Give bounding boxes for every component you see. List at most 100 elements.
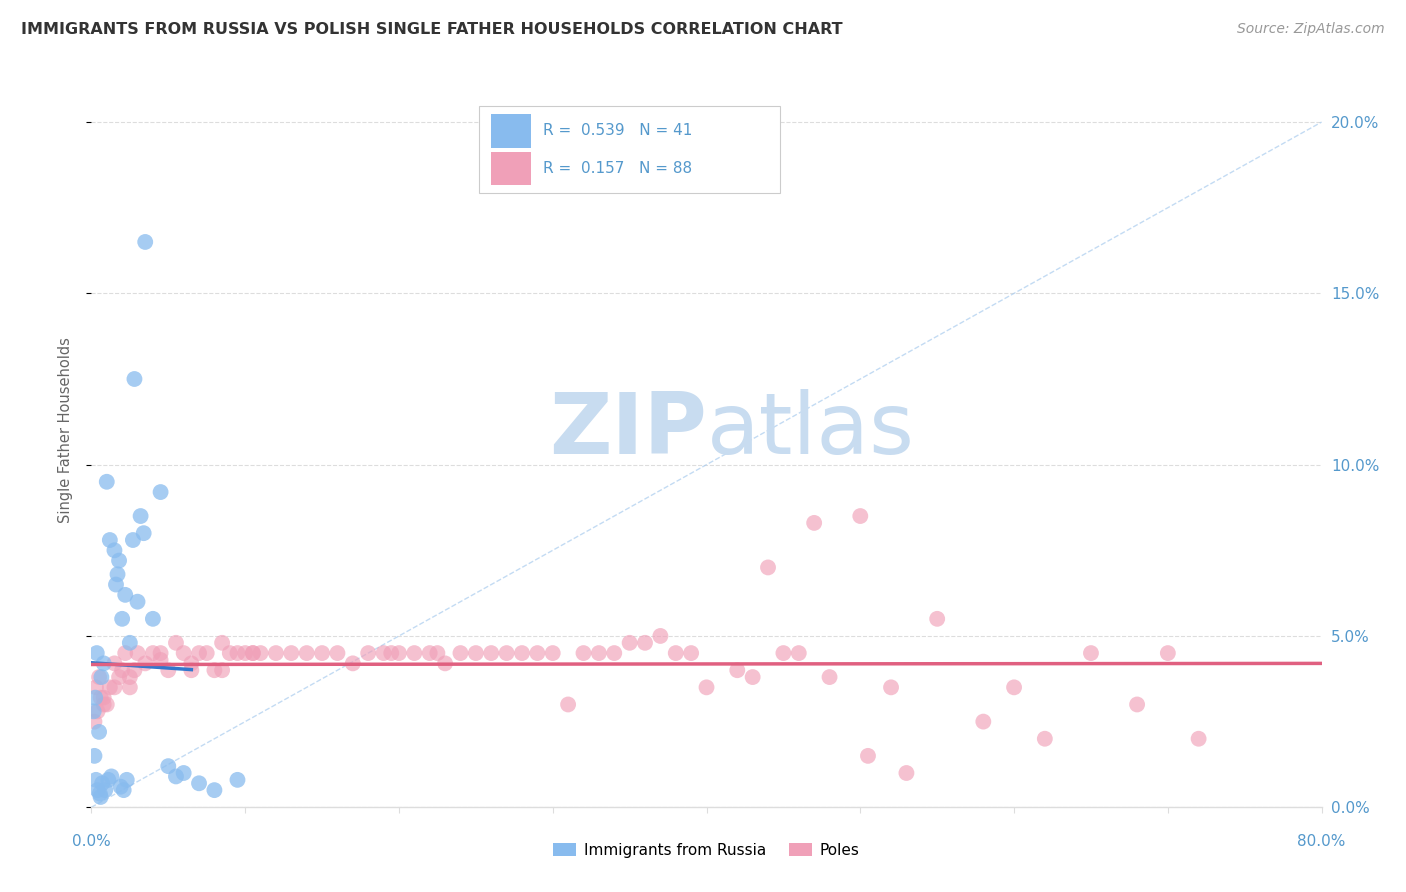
Point xyxy=(122,533,145,547)
Point xyxy=(226,646,249,660)
Point xyxy=(90,690,112,705)
Point xyxy=(114,646,136,660)
Point xyxy=(242,646,264,660)
Point xyxy=(404,646,426,660)
Point xyxy=(388,646,411,660)
Point xyxy=(173,766,195,780)
Point xyxy=(83,748,105,763)
Point xyxy=(479,646,502,660)
Point xyxy=(111,612,134,626)
Point xyxy=(1157,646,1180,660)
Point xyxy=(972,714,994,729)
Point xyxy=(1033,731,1056,746)
Point xyxy=(1126,698,1149,712)
Point xyxy=(149,646,172,660)
Point xyxy=(665,646,688,660)
Point xyxy=(157,663,180,677)
Point xyxy=(105,577,127,591)
Point xyxy=(149,653,172,667)
Point xyxy=(211,663,233,677)
FancyBboxPatch shape xyxy=(491,114,530,148)
Text: 0.0%: 0.0% xyxy=(72,834,111,849)
Point xyxy=(103,681,125,695)
Point xyxy=(419,646,441,660)
Point xyxy=(896,766,918,780)
Point xyxy=(83,714,105,729)
Text: IMMIGRANTS FROM RUSSIA VS POLISH SINGLE FATHER HOUSEHOLDS CORRELATION CHART: IMMIGRANTS FROM RUSSIA VS POLISH SINGLE … xyxy=(21,22,842,37)
Point xyxy=(103,657,125,671)
Point xyxy=(695,681,717,695)
Point xyxy=(541,646,564,660)
Point xyxy=(295,646,318,660)
Point xyxy=(107,567,129,582)
Point xyxy=(124,372,146,386)
Point xyxy=(96,698,118,712)
Point xyxy=(173,646,195,660)
Point xyxy=(756,560,779,574)
Point xyxy=(650,629,672,643)
Point xyxy=(100,769,122,783)
Point xyxy=(118,681,141,695)
Point xyxy=(115,772,138,787)
Point xyxy=(572,646,595,660)
Point xyxy=(129,509,152,524)
Point xyxy=(127,595,149,609)
Point xyxy=(112,783,135,797)
Point xyxy=(118,670,141,684)
Point xyxy=(218,646,240,660)
Point xyxy=(603,646,626,660)
Point xyxy=(132,526,155,541)
Point xyxy=(1187,731,1209,746)
Point xyxy=(818,670,841,684)
Point xyxy=(98,533,121,547)
Point xyxy=(127,646,149,660)
Point xyxy=(619,636,641,650)
Point xyxy=(96,475,118,489)
Point xyxy=(86,783,108,797)
Point xyxy=(464,646,486,660)
FancyBboxPatch shape xyxy=(491,152,530,186)
Text: atlas: atlas xyxy=(706,389,914,472)
Point xyxy=(84,681,107,695)
Point xyxy=(202,663,225,677)
Point xyxy=(86,646,108,660)
Point xyxy=(93,657,115,671)
Point xyxy=(103,543,125,558)
Point xyxy=(681,646,703,660)
Point xyxy=(86,704,108,718)
Point xyxy=(108,553,131,567)
Point xyxy=(83,704,105,718)
Point xyxy=(380,646,402,660)
Point xyxy=(373,646,395,660)
Point xyxy=(89,787,111,801)
Point xyxy=(90,670,112,684)
Point xyxy=(588,646,610,660)
Text: 80.0%: 80.0% xyxy=(1298,834,1346,849)
Point xyxy=(93,690,115,705)
Point xyxy=(226,772,249,787)
Point xyxy=(165,769,187,783)
Text: ZIP: ZIP xyxy=(548,389,706,472)
Point xyxy=(803,516,825,530)
Point xyxy=(118,636,141,650)
Point xyxy=(233,646,256,660)
Point xyxy=(211,636,233,650)
Point xyxy=(188,776,211,790)
Point xyxy=(1080,646,1102,660)
Point xyxy=(264,646,287,660)
Point xyxy=(634,636,657,650)
Point xyxy=(94,783,117,797)
Point xyxy=(326,646,349,660)
Point xyxy=(787,646,810,660)
Point xyxy=(180,657,202,671)
Point xyxy=(98,681,121,695)
Point xyxy=(927,612,949,626)
Point xyxy=(526,646,548,660)
Point xyxy=(249,646,271,660)
Point xyxy=(157,759,180,773)
Point xyxy=(772,646,794,660)
Point xyxy=(142,646,165,660)
FancyBboxPatch shape xyxy=(479,106,780,193)
Point xyxy=(188,646,211,660)
Point xyxy=(108,670,131,684)
